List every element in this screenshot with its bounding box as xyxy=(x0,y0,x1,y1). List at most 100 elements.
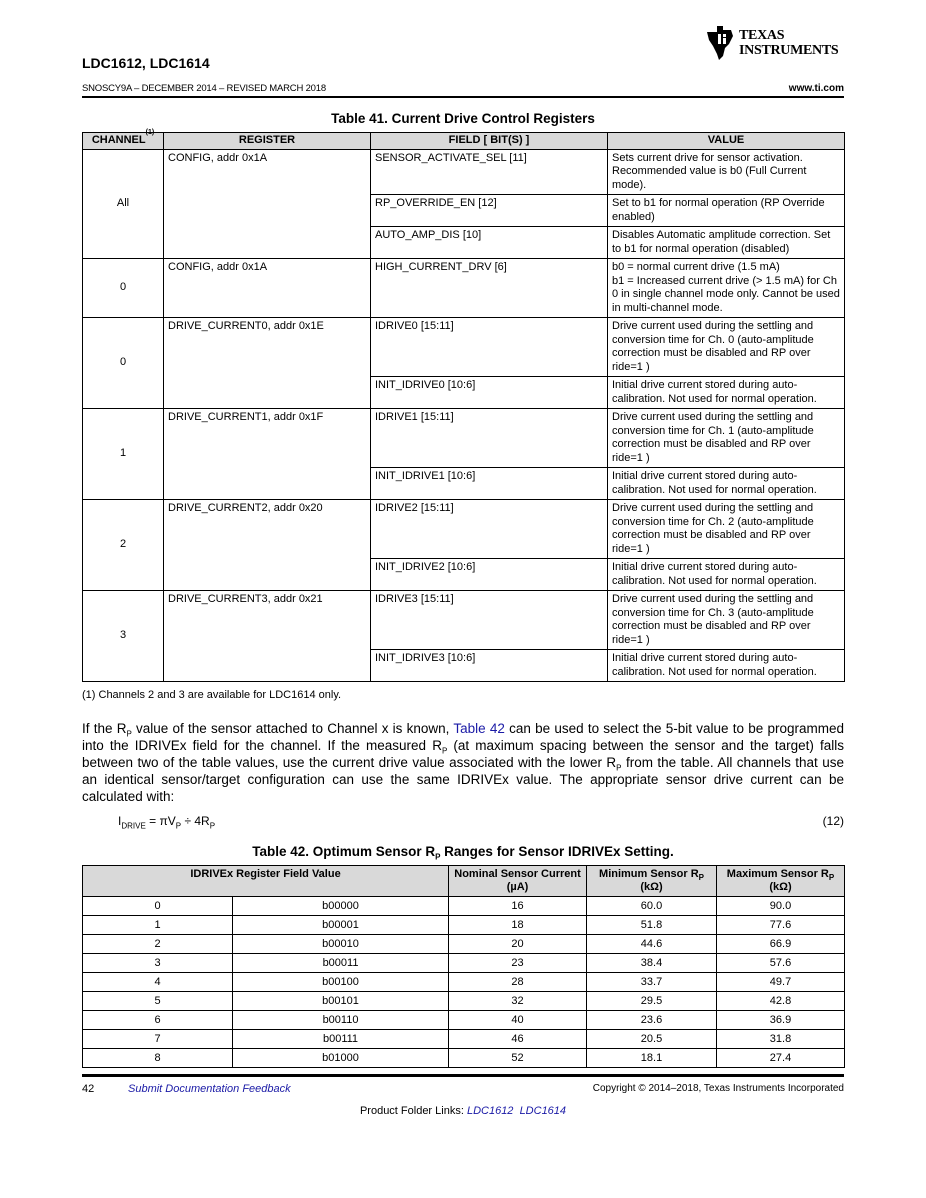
table-row: 4 b00100 28 33.7 49.7 xyxy=(82,972,846,992)
cell-index: 0 xyxy=(82,896,233,916)
cell-binary: b01000 xyxy=(231,1048,450,1068)
cell-field: IDRIVE1 [15:11] xyxy=(370,408,608,468)
equation-row: IDRIVE = πVP ÷ 4RP (12) xyxy=(82,813,844,831)
cell-register: DRIVE_CURRENT0, addr 0x1E xyxy=(163,317,371,409)
subscript: DRIVE xyxy=(121,821,146,831)
cell-binary: b00001 xyxy=(231,915,450,935)
cell-index: 8 xyxy=(82,1048,233,1068)
cell-binary: b00101 xyxy=(231,991,450,1011)
subscript: P xyxy=(616,763,622,773)
cell-binary: b00011 xyxy=(231,953,450,973)
table-row: INIT_IDRIVE2 [10:6] Initial drive current… xyxy=(83,558,845,591)
feedback-link[interactable]: Submit Documentation Feedback xyxy=(128,1083,291,1095)
cell-nominal-current: 20 xyxy=(448,934,588,954)
product-folder-links: Product Folder Links: LDC1612 LDC1614 xyxy=(82,1105,844,1117)
cell-min-rp: 60.0 xyxy=(586,896,718,916)
table-row: 2 DRIVE_CURRENT2, addr 0x20 IDRIVE2 [15:11… xyxy=(82,499,845,591)
table-row: RP_OVERRIDE_EN [12] Set to b1 for normal … xyxy=(83,194,845,227)
cell-min-rp: 33.7 xyxy=(586,972,718,992)
cell-max-rp: 77.6 xyxy=(716,915,846,935)
cell-index: 1 xyxy=(82,915,233,935)
table42-link[interactable]: Table 42 xyxy=(453,721,505,736)
cell-index: 7 xyxy=(82,1029,233,1049)
text: If the R xyxy=(82,721,127,736)
equation: IDRIVE = πVP ÷ 4RP xyxy=(118,813,215,831)
table-row: 7 b00111 46 20.5 31.8 xyxy=(82,1029,846,1049)
table-row: INIT_IDRIVE0 [10:6] Initial drive current… xyxy=(83,376,845,409)
footer: 42 Submit Documentation Feedback Copyrig… xyxy=(82,1074,844,1127)
header-channel: CHANNEL(1) xyxy=(82,129,164,150)
cell-binary: b00010 xyxy=(231,934,450,954)
cell-value: Drive current used during the settling a… xyxy=(607,317,845,377)
cell-value: Drive current used during the settling a… xyxy=(607,590,845,650)
cell-max-rp: 27.4 xyxy=(716,1048,846,1068)
cell-binary: b00100 xyxy=(231,972,450,992)
cell-channel: 2 xyxy=(82,499,164,591)
cell-value: Drive current used during the settling a… xyxy=(607,499,845,559)
table41-caption: Table 41. Current Drive Control Register… xyxy=(331,111,595,126)
cell-field: IDRIVE3 [15:11] xyxy=(370,590,608,650)
subscript: P xyxy=(441,746,448,756)
text: I xyxy=(118,814,122,828)
website-link[interactable]: www.ti.com xyxy=(788,83,844,94)
cell-value: Initial drive current stored during auto… xyxy=(607,558,845,591)
text: Ranges for Sensor IDRIVEx Setting. xyxy=(440,844,674,859)
cell-binary: b00111 xyxy=(231,1029,450,1049)
cell-value: Initial drive current stored during auto… xyxy=(607,376,845,409)
cell-register: DRIVE_CURRENT3, addr 0x21 xyxy=(163,590,371,682)
cell-nominal-current: 32 xyxy=(448,991,588,1011)
cell-field: SENSOR_ACTIVATE_SEL [11] xyxy=(370,148,608,195)
text: ÷ 4R xyxy=(181,814,210,828)
doc-title: LDC1612, LDC1614 xyxy=(82,55,210,71)
cell-field: AUTO_AMP_DIS [10] xyxy=(370,226,608,259)
table-row: 0 CONFIG, addr 0x1A HIGH_CURRENT_DRV [6] b0… xyxy=(82,258,845,318)
cell-index: 5 xyxy=(82,991,233,1011)
cell-channel: All xyxy=(82,148,164,259)
cell-max-rp: 31.8 xyxy=(716,1029,846,1049)
cell-min-rp: 20.5 xyxy=(586,1029,718,1049)
cell-value: Sets current drive for sensor activation… xyxy=(607,148,845,195)
cell-nominal-current: 52 xyxy=(448,1048,588,1068)
cell-min-rp: 29.5 xyxy=(586,991,718,1011)
cell-min-rp: 18.1 xyxy=(586,1048,718,1068)
cell-nominal-current: 46 xyxy=(448,1029,588,1049)
header-field-value: IDRIVEx Register Field Value xyxy=(81,865,450,897)
logo-text-2: INSTRUMENTS xyxy=(739,43,839,58)
cell-channel: 3 xyxy=(82,590,164,682)
product-link-ldc1612[interactable]: LDC1612 xyxy=(466,1105,514,1117)
cell-binary: b00000 xyxy=(231,896,450,916)
subscript: P xyxy=(698,873,704,883)
equation-number: (12) xyxy=(822,814,844,828)
product-link-ldc1614[interactable]: LDC1614 xyxy=(519,1105,567,1117)
cell-register: CONFIG, addr 0x1A xyxy=(163,258,371,318)
unit: (kΩ) xyxy=(769,881,792,893)
text: from the table. All channels that use an… xyxy=(82,755,844,804)
table-42: IDRIVEx Register Field Value Nominal Sen… xyxy=(81,865,846,1068)
cell-nominal-current: 16 xyxy=(448,896,588,916)
cell-max-rp: 42.8 xyxy=(716,991,846,1011)
table-row: All CONFIG, addr 0x1A SENSOR_ACTIVATE_SEL … xyxy=(82,148,845,259)
header-register: REGISTER xyxy=(163,132,371,150)
header-field: FIELD [ BIT(S) ] xyxy=(370,132,608,150)
label: Product Folder Links: xyxy=(359,1105,467,1117)
doc-id: SNOSCY9A – DECEMBER 2014 – REVISED MARCH… xyxy=(82,83,326,94)
cell-nominal-current: 40 xyxy=(448,1010,588,1030)
cell-field: HIGH_CURRENT_DRV [6] xyxy=(370,258,608,318)
table-row: 1 b00001 18 51.8 77.6 xyxy=(82,915,846,935)
cell-field: INIT_IDRIVE0 [10:6] xyxy=(370,376,608,409)
copyright: Copyright © 2014–2018, Texas Instruments… xyxy=(592,1083,844,1094)
header-value: VALUE xyxy=(607,132,845,150)
cell-field: INIT_IDRIVE2 [10:6] xyxy=(370,558,608,591)
cell-min-rp: 44.6 xyxy=(586,934,718,954)
cell-nominal-current: 18 xyxy=(448,915,588,935)
cell-index: 3 xyxy=(82,953,233,973)
subscript: P xyxy=(175,821,182,831)
text: Minimum Sensor R xyxy=(599,868,699,880)
table-row: INIT_IDRIVE1 [10:6] Initial drive current… xyxy=(83,467,845,500)
header-nominal-current: Nominal Sensor Current (µA) xyxy=(448,865,588,897)
cell-min-rp: 51.8 xyxy=(586,915,718,935)
cell-max-rp: 66.9 xyxy=(716,934,846,954)
table-row: 0 b00000 16 60.0 90.0 xyxy=(82,896,846,916)
ti-logo-icon xyxy=(707,26,733,60)
table-row: 0 DRIVE_CURRENT0, addr 0x1E IDRIVE0 [15:11… xyxy=(82,317,845,409)
